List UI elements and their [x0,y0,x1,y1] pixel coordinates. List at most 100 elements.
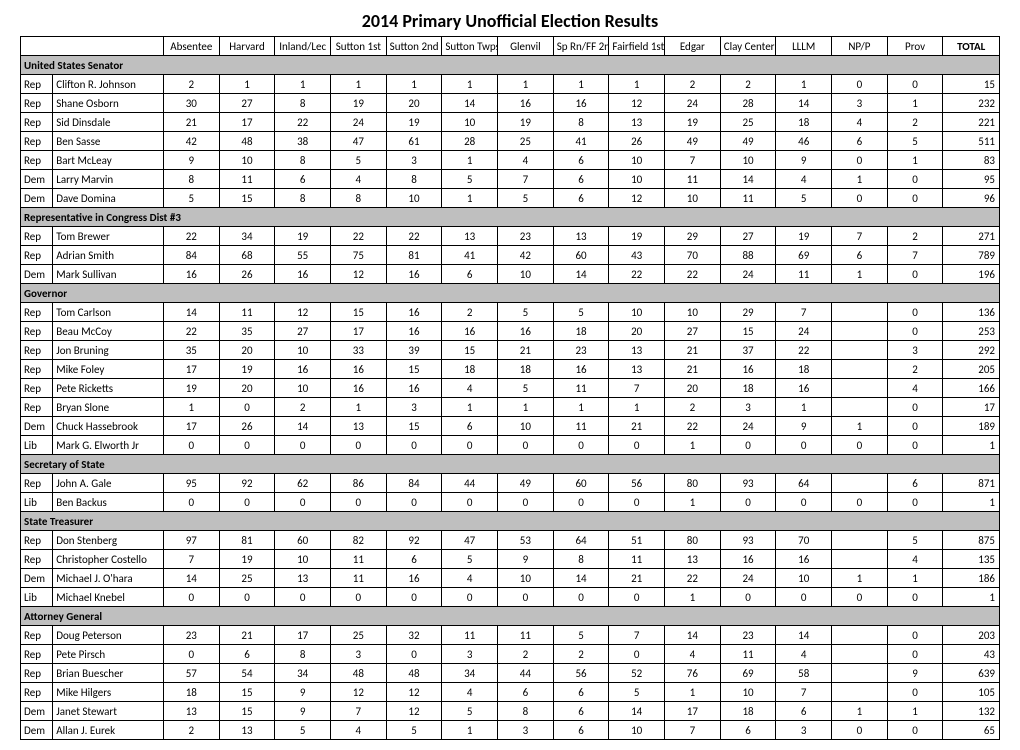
value-cell: 1 [832,265,888,284]
value-cell: 4 [442,683,498,702]
value-cell: 35 [219,322,275,341]
value-cell: 10 [442,113,498,132]
total-cell: 253 [943,322,1000,341]
value-cell: 14 [275,417,331,436]
value-cell: 1 [442,721,498,740]
value-cell: 6 [553,151,609,170]
value-cell: 30 [163,94,219,113]
value-cell: 20 [219,341,275,360]
value-cell: 0 [609,493,665,512]
value-cell: 0 [219,436,275,455]
table-row: RepBrian Buescher57543448483444565276695… [21,664,1000,683]
party-cell: Dem [21,417,53,436]
total-cell: 105 [943,683,1000,702]
candidate-name: Michael Knebel [53,588,164,607]
value-cell: 16 [498,94,554,113]
value-cell: 0 [720,436,776,455]
col-h: Clay Center [720,37,776,56]
value-cell: 7 [776,303,832,322]
value-cell: 17 [163,417,219,436]
value-cell: 10 [665,303,721,322]
value-cell: 6 [386,550,442,569]
value-cell: 21 [609,417,665,436]
value-cell: 46 [776,132,832,151]
value-cell [832,645,888,664]
value-cell: 5 [887,132,943,151]
value-cell: 7 [163,550,219,569]
value-cell: 10 [665,189,721,208]
value-cell: 7 [609,379,665,398]
col-h: Harvard [219,37,275,56]
value-cell: 22 [163,322,219,341]
value-cell: 0 [442,493,498,512]
total-cell: 95 [943,170,1000,189]
value-cell: 7 [331,702,387,721]
value-cell: 1 [887,151,943,170]
value-cell: 34 [275,664,331,683]
value-cell: 3 [498,721,554,740]
value-cell: 10 [386,189,442,208]
value-cell: 3 [331,645,387,664]
col-h-total: TOTAL [943,37,1000,56]
value-cell: 4 [887,379,943,398]
party-cell: Rep [21,550,53,569]
value-cell: 25 [219,569,275,588]
table-row: DemLarry Marvin81164857610111441095 [21,170,1000,189]
value-cell: 6 [720,721,776,740]
party-cell: Dem [21,721,53,740]
value-cell: 26 [219,265,275,284]
value-cell: 29 [665,227,721,246]
value-cell: 3 [386,398,442,417]
value-cell: 24 [665,94,721,113]
value-cell: 0 [832,493,888,512]
col-h: Sp Rn/FF 2nd [553,37,609,56]
value-cell: 12 [275,303,331,322]
value-cell: 0 [219,398,275,417]
value-cell: 0 [887,721,943,740]
value-cell: 16 [776,550,832,569]
table-row: RepTom Brewer223419222213231319292719722… [21,227,1000,246]
value-cell: 1 [832,417,888,436]
value-cell: 18 [776,113,832,132]
value-cell: 16 [275,360,331,379]
value-cell: 0 [609,436,665,455]
value-cell: 10 [219,151,275,170]
value-cell: 0 [275,588,331,607]
value-cell: 64 [553,531,609,550]
candidate-name: Clifton R. Johnson [53,75,164,94]
value-cell: 0 [553,493,609,512]
value-cell: 19 [498,113,554,132]
value-cell: 6 [442,265,498,284]
value-cell: 28 [442,132,498,151]
value-cell: 4 [331,721,387,740]
table-row: RepSid Dinsdale2117222419101981319251842… [21,113,1000,132]
table-row: DemMichael J. O'hara14251311164101421222… [21,569,1000,588]
table-row: RepDoug Peterson232117253211115714231402… [21,626,1000,645]
value-cell: 18 [498,360,554,379]
value-cell: 7 [832,227,888,246]
candidate-name: Beau McCoy [53,322,164,341]
value-cell: 5 [887,531,943,550]
party-cell: Rep [21,683,53,702]
value-cell: 25 [498,132,554,151]
value-cell: 27 [219,94,275,113]
table-row: RepBryan Slone102131111231017 [21,398,1000,417]
value-cell: 60 [553,246,609,265]
value-cell: 0 [219,493,275,512]
value-cell: 13 [275,569,331,588]
col-h: LLLM [776,37,832,56]
value-cell: 17 [275,626,331,645]
value-cell [832,341,888,360]
value-cell: 24 [720,417,776,436]
value-cell: 15 [442,341,498,360]
value-cell: 22 [275,113,331,132]
value-cell: 48 [219,132,275,151]
value-cell: 16 [553,94,609,113]
value-cell: 21 [498,341,554,360]
value-cell: 29 [720,303,776,322]
value-cell: 16 [720,550,776,569]
value-cell: 80 [665,531,721,550]
table-row: LibMichael Knebel000000000100001 [21,588,1000,607]
candidate-name: Allan J. Eurek [53,721,164,740]
value-cell: 2 [887,227,943,246]
